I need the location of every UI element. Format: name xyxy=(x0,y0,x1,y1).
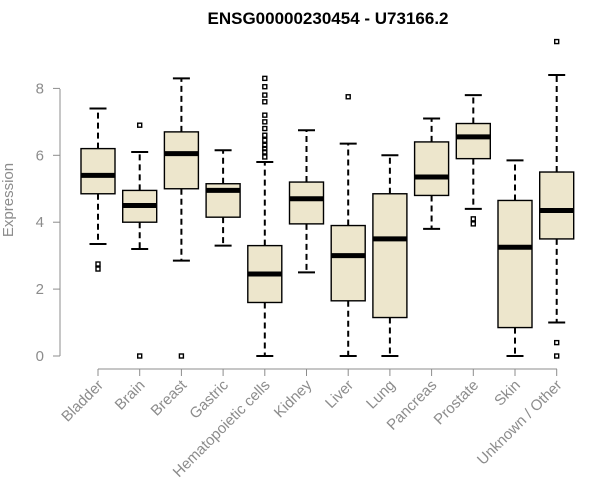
box-group-bladder xyxy=(80,107,116,272)
box-group-liver xyxy=(330,94,366,357)
outlier-breast-0 xyxy=(178,353,185,359)
x-tick-label-prostate: Prostate xyxy=(431,377,483,429)
outlier-hematopoietic-cells-7 xyxy=(262,119,268,125)
x-tick-label-liver: Liver xyxy=(322,377,357,412)
x-tick-label-skin: Skin xyxy=(491,377,524,410)
outlier-prostate-1 xyxy=(470,216,476,222)
y-tick-label-8: 8 xyxy=(36,80,44,97)
outlier-prostate-0 xyxy=(470,221,476,227)
outlier-bladder-1 xyxy=(95,261,101,267)
box-group-breast xyxy=(163,77,200,359)
y-tick-label-6: 6 xyxy=(36,147,44,164)
box-unknown-other xyxy=(539,171,575,240)
outlier-liver-0 xyxy=(345,94,351,100)
box-group-kidney xyxy=(288,129,325,274)
box-bladder xyxy=(80,147,116,195)
box-pancreas xyxy=(413,141,450,197)
box-group-pancreas xyxy=(413,117,450,230)
outlier-brain-1 xyxy=(136,122,143,128)
chart-title: ENSG00000230454 - U73166.2 xyxy=(207,9,448,28)
outlier-hematopoietic-cells-5 xyxy=(262,132,268,138)
outlier-hematopoietic-cells-8 xyxy=(262,112,268,118)
outlier-hematopoietic-cells-11 xyxy=(262,84,268,90)
y-axis-label: Expression xyxy=(0,163,17,237)
outlier-hematopoietic-cells-10 xyxy=(262,92,268,98)
box-group-skin xyxy=(497,159,533,357)
x-tick-label-brain: Brain xyxy=(112,377,149,414)
outlier-hematopoietic-cells-0 xyxy=(262,154,268,160)
x-tick-label-kidney: Kidney xyxy=(271,376,316,421)
outlier-hematopoietic-cells-6 xyxy=(262,125,268,132)
y-tick-label-2: 2 xyxy=(36,281,44,298)
box-group-prostate xyxy=(455,94,491,227)
outlier-hematopoietic-cells-4 xyxy=(262,137,268,143)
box-liver xyxy=(330,224,366,302)
x-tick-label-lung: Lung xyxy=(363,377,399,413)
box-prostate xyxy=(455,122,491,160)
boxes xyxy=(80,38,575,359)
box-breast xyxy=(163,131,200,190)
outlier-bladder-0 xyxy=(95,266,101,272)
outlier-unknown-other-2 xyxy=(554,38,560,45)
y-tick-label-0: 0 xyxy=(36,348,44,365)
x-tick-label-bladder: Bladder xyxy=(58,377,107,426)
box-group-hematopoietic-cells xyxy=(247,75,283,357)
y-tick-label-4: 4 xyxy=(36,214,44,231)
outlier-unknown-other-1 xyxy=(554,339,560,346)
x-tick-label-breast: Breast xyxy=(148,376,191,419)
box-group-unknown-other xyxy=(539,38,575,359)
outlier-brain-0 xyxy=(136,353,143,359)
box-group-brain xyxy=(121,122,158,359)
box-group-lung xyxy=(372,154,408,357)
box-kidney xyxy=(288,181,325,225)
box-skin xyxy=(497,199,533,329)
outlier-hematopoietic-cells-3 xyxy=(262,142,268,148)
box-lung xyxy=(372,193,408,319)
outlier-unknown-other-0 xyxy=(554,353,560,359)
y-ticks: 0 2 4 6 8 xyxy=(36,80,60,365)
outlier-hematopoietic-cells-9 xyxy=(262,99,268,105)
box-group-gastric xyxy=(205,149,241,247)
outlier-hematopoietic-cells-12 xyxy=(262,75,268,82)
